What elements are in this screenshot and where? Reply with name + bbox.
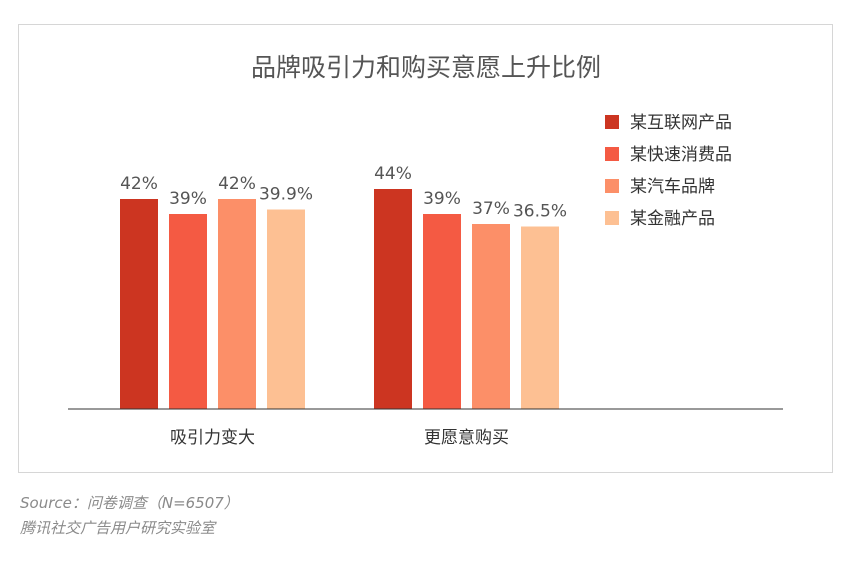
bar-2-3 — [472, 224, 510, 409]
category-labels: 吸引力变大 更愿意购买 — [170, 428, 509, 448]
value-label-2-1: 44% — [374, 164, 412, 184]
bar-1-1 — [120, 199, 158, 409]
bar-1-3 — [218, 199, 256, 409]
legend-swatch-3 — [605, 179, 619, 193]
value-label-1-1: 42% — [120, 174, 158, 194]
bars-layer — [120, 189, 559, 409]
bar-1-2 — [169, 214, 207, 409]
source-org: 腾讯社交广告用户研究实验室 — [20, 519, 216, 537]
legend-label-2: 某快速消费品 — [630, 145, 732, 165]
value-label-1-3: 42% — [218, 174, 256, 194]
bar-1-4 — [267, 209, 305, 409]
legend-swatch-2 — [605, 147, 619, 161]
bar-2-4 — [521, 226, 559, 409]
bar-2-1 — [374, 189, 412, 409]
bar-2-2 — [423, 214, 461, 409]
legend-label-3: 某汽车品牌 — [630, 177, 715, 197]
category-label-2: 更愿意购买 — [424, 428, 509, 448]
value-label-1-4: 39.9% — [259, 185, 313, 205]
chart-title: 品牌吸引力和购买意愿上升比例 — [251, 53, 601, 82]
legend-swatch-4 — [605, 211, 619, 225]
legend-label-4: 某金融产品 — [630, 209, 715, 229]
category-label-1: 吸引力变大 — [170, 428, 255, 448]
legend-swatch-1 — [605, 115, 619, 129]
value-label-2-2: 39% — [423, 189, 461, 209]
value-label-1-2: 39% — [169, 189, 207, 209]
value-labels: 42%39%42%39.9%44%39% 37% 36.5% — [120, 164, 567, 222]
legend-label-1: 某互联网产品 — [630, 113, 732, 133]
value-label-2-4: 36.5% — [513, 202, 567, 222]
source-note: Source：问卷调查（N=6507） — [20, 494, 239, 512]
value-label-2-3: 37% — [472, 199, 510, 219]
